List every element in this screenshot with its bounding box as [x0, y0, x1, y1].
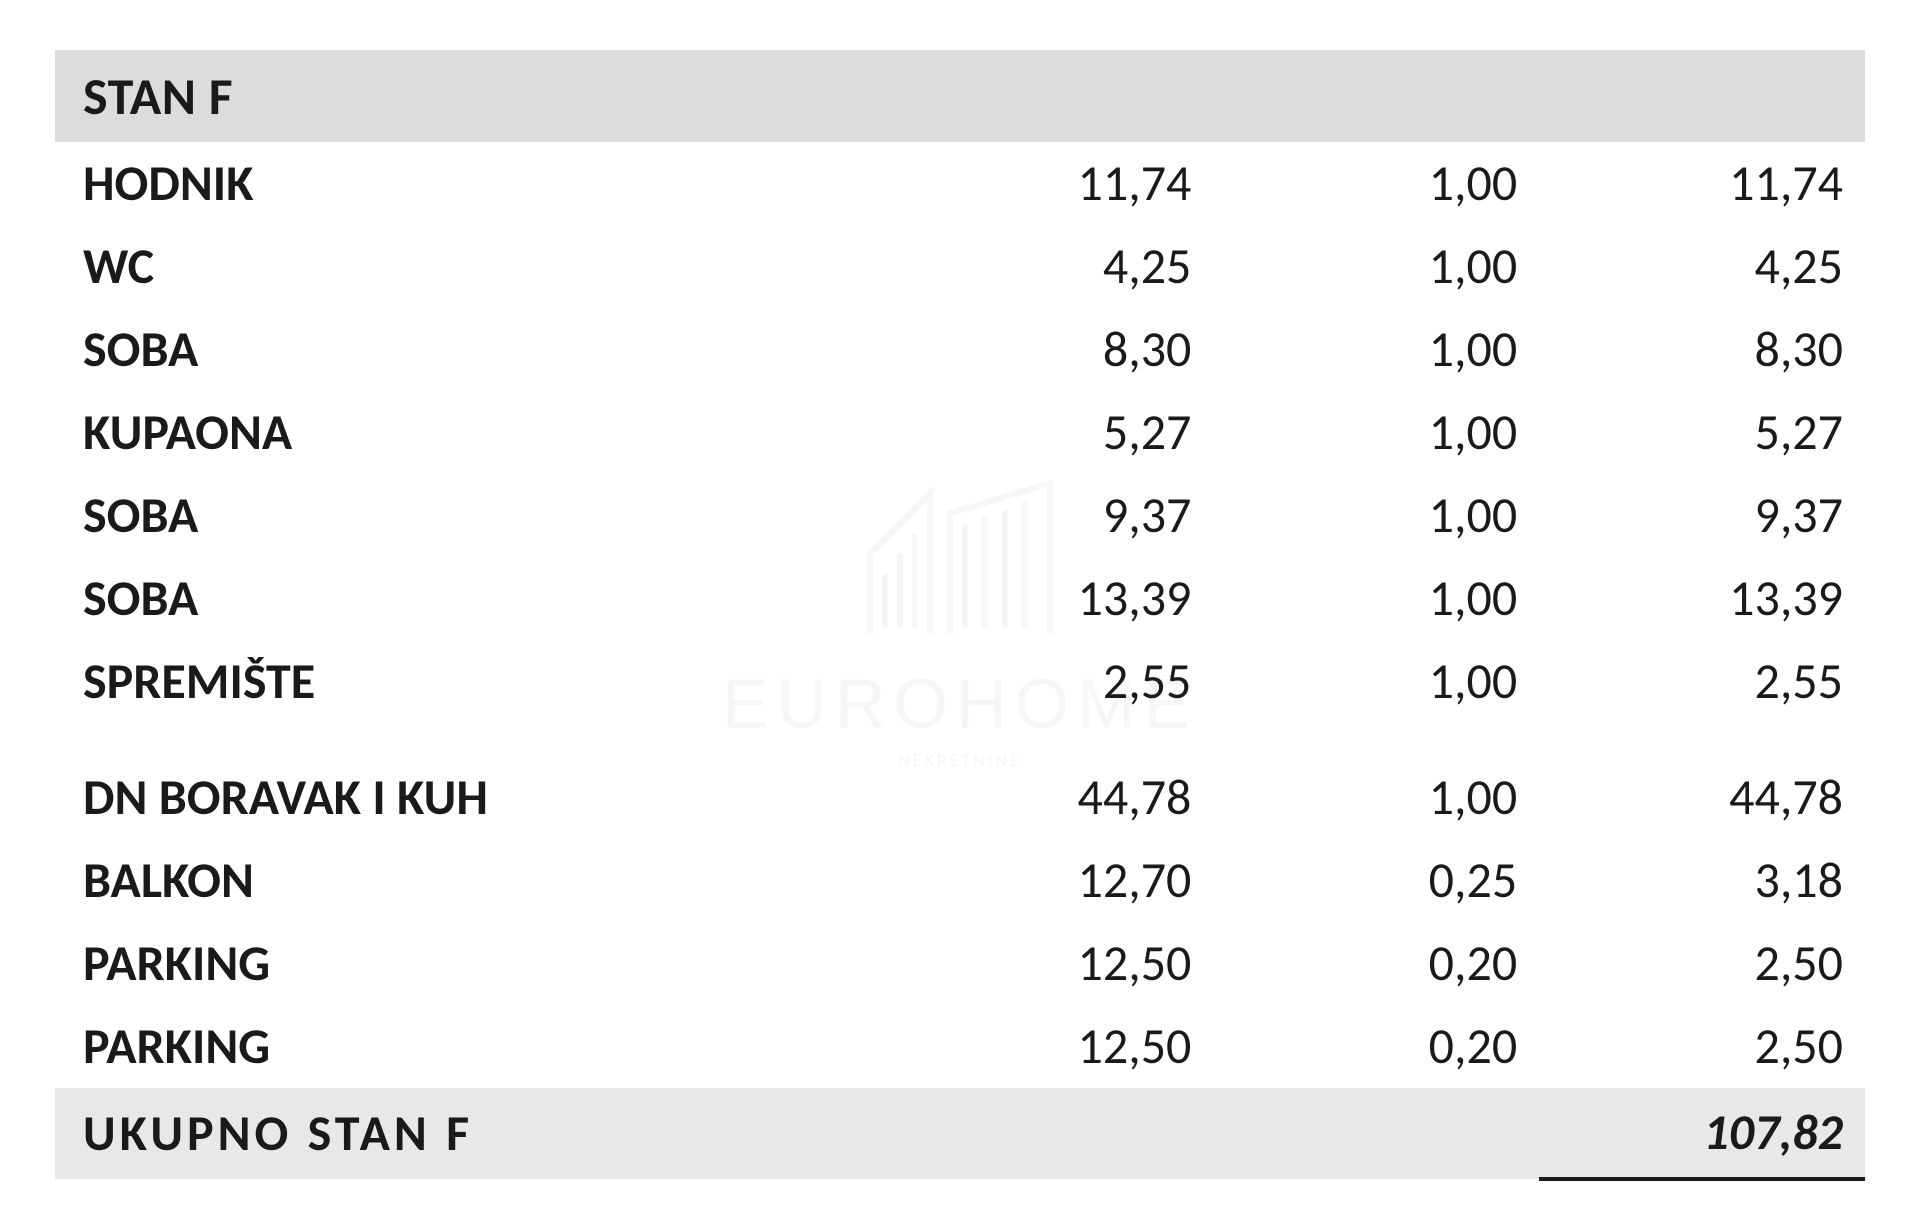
row-area: 12,50: [888, 1005, 1214, 1088]
row-area: 9,37: [888, 474, 1214, 557]
row-area: 44,78: [888, 723, 1214, 839]
table-row: BALKON12,700,253,18: [55, 839, 1865, 922]
row-result: 2,50: [1539, 1005, 1865, 1088]
area-table: STAN F HODNIK11,741,0011,74WC4,251,004,2…: [55, 50, 1865, 1181]
row-label: DN BORAVAK I KUH: [55, 723, 888, 839]
row-area: 4,25: [888, 225, 1214, 308]
row-coef: 0,20: [1213, 922, 1539, 1005]
row-result: 11,74: [1539, 142, 1865, 225]
row-area: 2,55: [888, 640, 1214, 723]
row-coef: 1,00: [1213, 640, 1539, 723]
table-row: PARKING12,500,202,50: [55, 922, 1865, 1005]
row-label: KUPAONA: [55, 391, 888, 474]
row-result: 3,18: [1539, 839, 1865, 922]
row-coef: 1,00: [1213, 723, 1539, 839]
row-coef: 1,00: [1213, 391, 1539, 474]
row-coef: 0,25: [1213, 839, 1539, 922]
table-row: SOBA8,301,008,30: [55, 308, 1865, 391]
table-row: HODNIK11,741,0011,74: [55, 142, 1865, 225]
row-result: 8,30: [1539, 308, 1865, 391]
row-label: WC: [55, 225, 888, 308]
table-row: SOBA13,391,0013,39: [55, 557, 1865, 640]
row-label: PARKING: [55, 1005, 888, 1088]
row-label: SPREMIŠTE: [55, 640, 888, 723]
row-result: 5,27: [1539, 391, 1865, 474]
row-coef: 1,00: [1213, 474, 1539, 557]
table-row: SOBA9,371,009,37: [55, 474, 1865, 557]
row-area: 8,30: [888, 308, 1214, 391]
page: EUROHOME NEKRETNINE STAN F HODNIK11,741,…: [0, 0, 1920, 1211]
table-title: STAN F: [55, 50, 1865, 142]
table-header-row: STAN F: [55, 50, 1865, 142]
row-coef: 1,00: [1213, 308, 1539, 391]
row-result: 44,78: [1539, 723, 1865, 839]
row-label: BALKON: [55, 839, 888, 922]
row-label: SOBA: [55, 557, 888, 640]
table-row: PARKING12,500,202,50: [55, 1005, 1865, 1088]
row-area: 12,50: [888, 922, 1214, 1005]
row-result: 9,37: [1539, 474, 1865, 557]
row-coef: 1,00: [1213, 557, 1539, 640]
table-row: WC4,251,004,25: [55, 225, 1865, 308]
row-area: 5,27: [888, 391, 1214, 474]
table-row: KUPAONA5,271,005,27: [55, 391, 1865, 474]
table-row: DN BORAVAK I KUH44,781,0044,78: [55, 723, 1865, 839]
row-result: 2,50: [1539, 922, 1865, 1005]
row-area: 12,70: [888, 839, 1214, 922]
row-coef: 0,20: [1213, 1005, 1539, 1088]
row-coef: 1,00: [1213, 225, 1539, 308]
total-value: 107,82: [1539, 1088, 1865, 1179]
row-label: SOBA: [55, 474, 888, 557]
row-result: 13,39: [1539, 557, 1865, 640]
row-label: SOBA: [55, 308, 888, 391]
total-label: UKUPNO STAN F: [55, 1088, 1539, 1179]
row-result: 4,25: [1539, 225, 1865, 308]
row-area: 13,39: [888, 557, 1214, 640]
table-total-row: UKUPNO STAN F107,82: [55, 1088, 1865, 1179]
row-area: 11,74: [888, 142, 1214, 225]
row-label: PARKING: [55, 922, 888, 1005]
row-result: 2,55: [1539, 640, 1865, 723]
row-label: HODNIK: [55, 142, 888, 225]
row-coef: 1,00: [1213, 142, 1539, 225]
table-row: SPREMIŠTE2,551,002,55: [55, 640, 1865, 723]
